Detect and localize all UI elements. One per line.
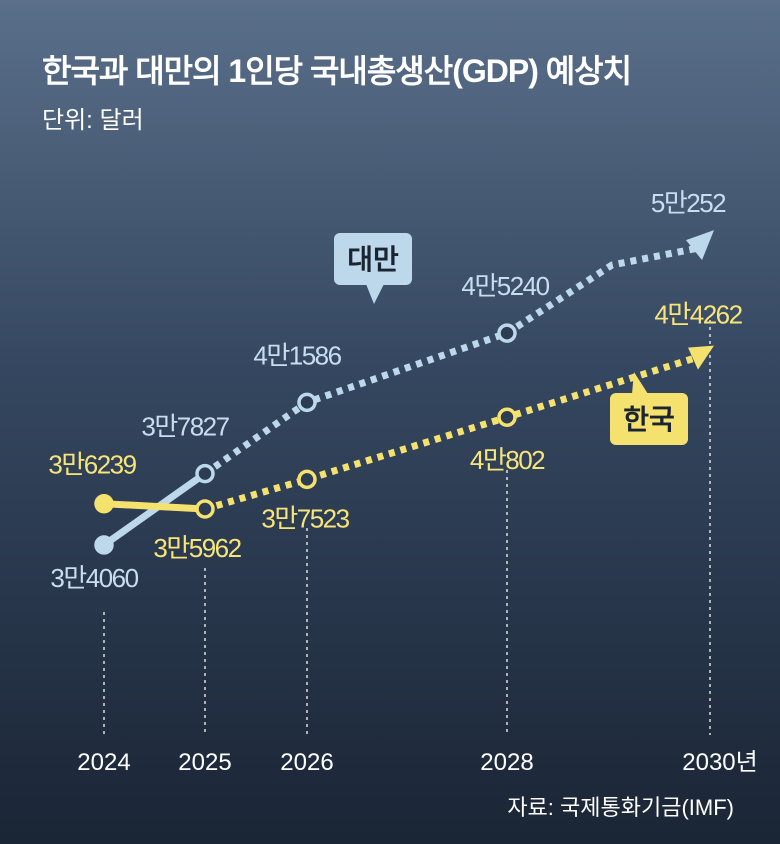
source-label: 자료: 국제통화기금(IMF) (507, 795, 734, 820)
unit-label: 단위: 달러 (42, 107, 144, 134)
taiwan-callout-text: 대만 (347, 244, 399, 275)
korea-arrowhead (688, 345, 714, 370)
x-tick-label: 2024 (77, 749, 130, 776)
korea-value-label: 4만4262 (654, 300, 742, 330)
taiwan-arrowhead (686, 230, 714, 261)
taiwan-callout-box (334, 233, 412, 285)
taiwan-callout-tail (366, 284, 384, 304)
korea-callout-tail (632, 372, 648, 394)
taiwan-point (94, 535, 114, 555)
korea-point (94, 493, 114, 514)
korea-value-label: 3만7523 (261, 503, 349, 533)
korea-value-label: 4만802 (470, 445, 545, 475)
korea-projected-line (204, 354, 698, 513)
korea-point (497, 407, 517, 427)
taiwan-value-label: 4만5240 (461, 271, 549, 301)
korea-callout-box (610, 393, 688, 445)
taiwan-value-label: 4만1586 (253, 340, 341, 370)
taiwan-point (195, 463, 215, 484)
taiwan-value-label: 5만252 (651, 188, 726, 218)
x-tick-label: 2030년 (682, 749, 757, 776)
korea-solid-line (100, 500, 209, 513)
x-tick-label: 2028 (480, 749, 533, 776)
taiwan-value-label: 3만7827 (141, 412, 229, 442)
korea-callout-text: 한국 (623, 404, 675, 435)
taiwan-point (297, 392, 317, 413)
korea-callout: 한국 (610, 372, 688, 445)
taiwan-value-label: 3만4060 (50, 563, 138, 593)
korea-value-label: 3만5962 (153, 533, 241, 563)
korea-point (297, 469, 317, 490)
korea-value-label: 3만6239 (48, 450, 136, 480)
taiwan-callout: 대만 (334, 233, 412, 304)
x-tick-label: 2025 (178, 749, 231, 776)
korea-point (195, 499, 215, 519)
taiwan-point (497, 323, 517, 343)
x-tick-label: 2026 (280, 749, 333, 776)
chart-title: 한국과 대만의 1인당 국내총생산(GDP) 예상치 (42, 53, 632, 89)
